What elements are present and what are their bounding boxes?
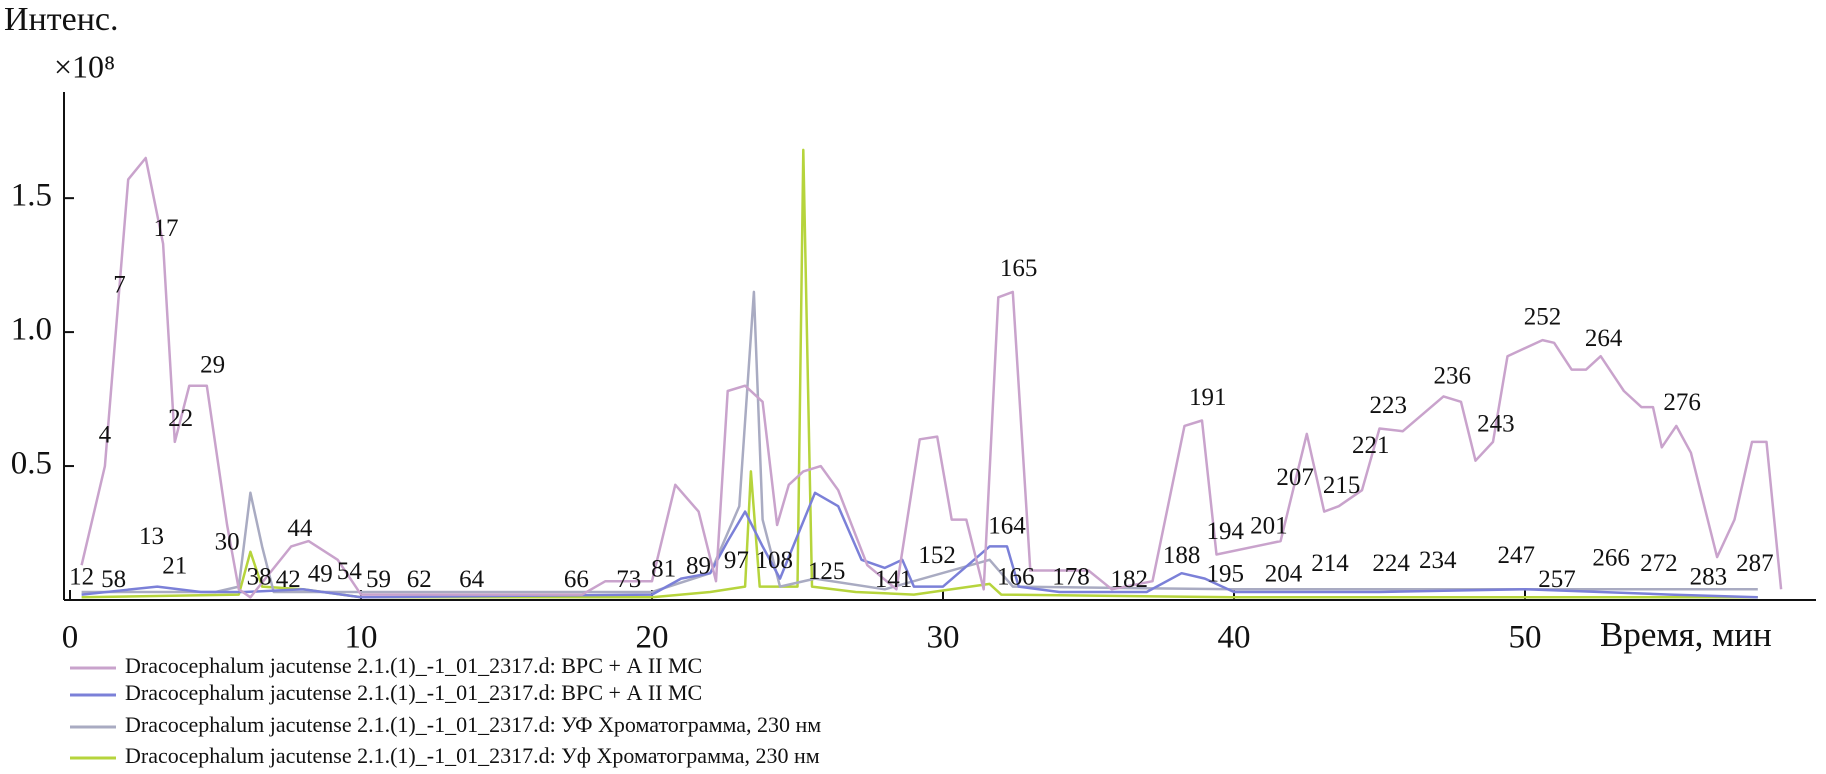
peak-label: 62 [407, 566, 432, 593]
peak-label: 223 [1369, 392, 1407, 419]
peak-label: 44 [287, 515, 313, 542]
x-tick-label: 20 [636, 620, 669, 656]
peak-label: 152 [918, 542, 956, 569]
peak-label: 188 [1163, 542, 1201, 569]
peak-label: 12 [69, 563, 94, 590]
peak-label: 201 [1250, 512, 1288, 539]
peak-label: 42 [276, 566, 301, 593]
peak-label: 7 [113, 271, 126, 298]
y-axis-label: Интенс. [4, 1, 118, 38]
peak-label: 191 [1189, 384, 1227, 411]
peak-label: 165 [1000, 255, 1038, 282]
peak-label: 38 [247, 563, 272, 590]
series-line [80, 156, 1783, 599]
peak-label: 243 [1477, 411, 1515, 438]
legend-label: Dracocephalum jacutense 2.1.(1)_-1_01_23… [125, 743, 820, 768]
peak-label: 207 [1276, 464, 1314, 491]
peak-label: 97 [724, 547, 749, 574]
peak-label: 234 [1419, 547, 1457, 574]
peak-label: 215 [1323, 472, 1361, 499]
x-tick-label: 0 [62, 620, 79, 656]
x-tick-label: 50 [1509, 620, 1542, 656]
peak-label: 4 [99, 421, 112, 448]
legend-label: Dracocephalum jacutense 2.1.(1)_-1_01_23… [125, 680, 702, 705]
peak-label: 29 [200, 352, 225, 379]
peak-label: 264 [1585, 325, 1623, 352]
y-tick-label: 1.0 [11, 312, 52, 348]
peak-label: 204 [1265, 561, 1303, 588]
y-tick-label: 1.5 [11, 178, 52, 214]
peak-label: 182 [1110, 566, 1148, 593]
x-axis-label: Время, мин [1600, 615, 1772, 654]
x-tick-label: 10 [345, 620, 378, 656]
peak-label: 17 [154, 215, 179, 242]
peak-label: 164 [988, 512, 1026, 539]
peak-label: 283 [1690, 563, 1728, 590]
legend-label: Dracocephalum jacutense 2.1.(1)_-1_01_23… [125, 712, 821, 737]
peak-label: 54 [337, 558, 363, 585]
series-line [81, 290, 1758, 594]
peak-label: 22 [168, 405, 193, 432]
y-tick-label: 0.5 [11, 446, 52, 482]
peak-label: 194 [1207, 518, 1245, 545]
peak-label: 266 [1592, 545, 1630, 572]
peak-label: 21 [162, 553, 187, 580]
peak-label: 252 [1524, 303, 1562, 330]
peak-label: 272 [1640, 550, 1678, 577]
peak-label: 89 [686, 553, 711, 580]
peak-label: 73 [616, 566, 641, 593]
peak-label: 13 [139, 523, 164, 550]
peak-label: 195 [1207, 561, 1245, 588]
peak-label: 214 [1311, 550, 1349, 577]
peak-label: 49 [308, 561, 333, 588]
peak-label: 125 [808, 558, 846, 585]
peak-label: 247 [1498, 542, 1536, 569]
peak-label: 30 [215, 528, 240, 555]
peak-label: 236 [1434, 362, 1472, 389]
peak-label: 59 [366, 566, 391, 593]
legend-label: Dracocephalum jacutense 2.1.(1)_-1_01_23… [125, 653, 702, 678]
x-tick-label: 30 [927, 620, 960, 656]
peak-label: 166 [997, 563, 1035, 590]
x-tick-label: 40 [1218, 620, 1251, 656]
peak-label: 141 [875, 566, 913, 593]
peak-label: 257 [1538, 566, 1576, 593]
series-line [81, 491, 1758, 599]
peak-label: 287 [1736, 550, 1774, 577]
peak-label: 276 [1663, 389, 1701, 416]
peak-label: 108 [755, 547, 793, 574]
peak-label: 178 [1052, 563, 1090, 590]
peak-label: 66 [564, 566, 589, 593]
peak-label: 224 [1372, 550, 1410, 577]
peak-label: 81 [651, 555, 676, 582]
y-axis-unit: ×10⁸ [54, 48, 115, 84]
peak-label: 221 [1352, 432, 1390, 459]
peak-label: 58 [101, 566, 126, 593]
peak-label: 64 [459, 566, 485, 593]
series-line [81, 148, 1758, 599]
